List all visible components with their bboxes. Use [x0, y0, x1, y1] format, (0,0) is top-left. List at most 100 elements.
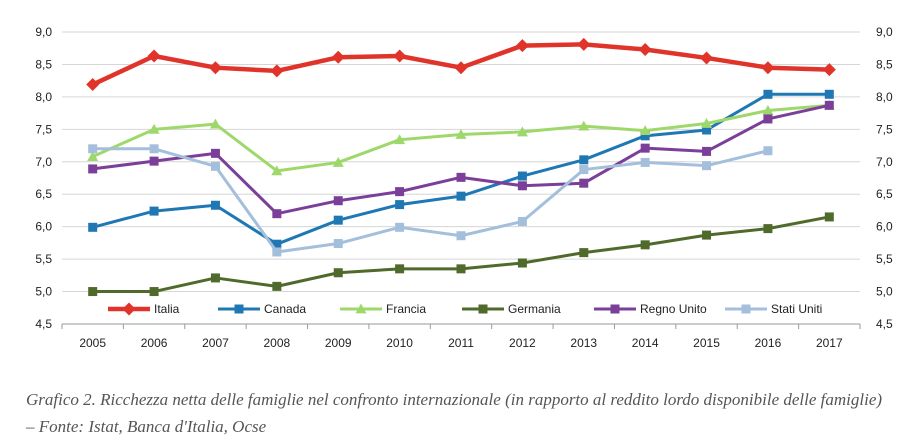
chart-caption: Grafico 2. Ricchezza netta delle famigli… — [26, 390, 883, 436]
data-point-regno-unito — [824, 100, 834, 110]
legend-label: Germania — [508, 302, 561, 316]
y-tick-label-right: 7,0 — [876, 155, 893, 169]
data-point-canada — [517, 171, 527, 181]
data-point-germania — [333, 268, 343, 278]
legend-item-francia: Francia — [340, 302, 426, 316]
data-point-canada — [149, 206, 159, 216]
legend-swatch-marker — [741, 304, 751, 314]
x-tick-label: 2006 — [141, 336, 168, 350]
data-point-regno-unito — [517, 181, 527, 191]
data-point-francia — [455, 129, 467, 139]
data-point-canada — [88, 222, 98, 232]
data-point-francia — [516, 126, 528, 137]
data-point-italia — [638, 43, 652, 57]
data-point-canada — [763, 89, 773, 99]
data-point-francia — [332, 156, 344, 167]
y-tick-label-right: 4,5 — [876, 317, 893, 331]
y-tick-label-right: 8,0 — [876, 90, 893, 104]
x-tick-label: 2016 — [755, 336, 782, 350]
x-tick-label: 2012 — [509, 336, 536, 350]
data-point-italia — [515, 39, 529, 53]
data-point-italia — [700, 51, 714, 65]
data-point-stati-uniti — [456, 231, 466, 241]
series-regno-unito — [88, 100, 834, 219]
y-tick-label-right: 5,5 — [876, 252, 893, 266]
data-point-italia — [393, 49, 407, 63]
legend-label: Francia — [386, 302, 426, 316]
series-italia — [86, 37, 836, 92]
x-tick-label: 2017 — [816, 336, 843, 350]
y-tick-label-right: 6,5 — [876, 187, 893, 201]
legend-swatch-marker — [234, 304, 244, 314]
data-point-stati-uniti — [763, 146, 773, 156]
data-point-italia — [331, 50, 345, 64]
series — [86, 37, 836, 297]
data-point-italia — [270, 64, 284, 78]
legend-swatch-marker — [610, 304, 620, 314]
data-point-francia — [639, 125, 651, 136]
data-point-canada — [333, 215, 343, 225]
data-point-regno-unito — [210, 148, 220, 158]
x-tick-label: 2008 — [263, 336, 290, 350]
data-point-stati-uniti — [272, 247, 282, 257]
data-point-canada — [456, 191, 466, 201]
data-point-germania — [640, 240, 650, 250]
data-point-regno-unito — [579, 178, 589, 188]
data-point-regno-unito — [88, 164, 98, 174]
x-tick-label: 2014 — [632, 336, 659, 350]
y-tick-label-right: 5,0 — [876, 285, 893, 299]
data-point-canada — [395, 200, 405, 210]
data-point-germania — [702, 230, 712, 240]
chart-area: 9,0 9,0 8,5 8,5 8,0 8,0 7,5 7,5 7,0 7,0 6,5 6,5 6,0 6… — [35, 25, 893, 350]
data-point-germania — [456, 264, 466, 274]
series-line-canada — [91, 92, 831, 246]
line-chart: 9,0 9,0 8,5 8,5 8,0 8,0 7,5 7,5 7,0 7,0 6,5 6,5 6,0 6… — [35, 25, 893, 350]
data-point-francia — [394, 134, 406, 145]
legend-item-regno-unito: Regno Unito — [594, 302, 707, 316]
data-point-italia — [822, 63, 836, 77]
data-point-germania — [395, 264, 405, 274]
data-point-germania — [88, 287, 98, 297]
y-tick-label-left: 6,5 — [35, 187, 52, 201]
data-point-stati-uniti — [149, 144, 159, 154]
legend-item-italia: Italia — [108, 302, 180, 316]
data-point-francia — [701, 117, 713, 128]
legend-item-stati-uniti: Stati Uniti — [725, 302, 822, 316]
y-tick-label-right: 7,5 — [876, 122, 893, 136]
x-tick-label: 2010 — [386, 336, 413, 350]
data-point-regno-unito — [149, 156, 159, 166]
data-point-stati-uniti — [210, 161, 220, 171]
data-point-stati-uniti — [395, 222, 405, 232]
legend-swatch-marker — [355, 303, 367, 314]
data-point-regno-unito — [702, 146, 712, 156]
y-tick-label-left: 9,0 — [35, 25, 52, 39]
data-point-francia — [271, 165, 283, 176]
data-point-regno-unito — [763, 114, 773, 124]
data-point-canada — [824, 89, 834, 99]
data-point-francia — [209, 118, 221, 129]
y-tick-label-left: 8,5 — [35, 57, 52, 71]
x-tick-label: 2011 — [448, 336, 474, 350]
data-point-stati-uniti — [333, 239, 343, 249]
y-tick-label-left: 6,0 — [35, 220, 52, 234]
data-point-regno-unito — [272, 209, 282, 219]
legend-swatch-marker — [122, 302, 136, 316]
legend-swatch-marker — [478, 304, 488, 314]
x-tick-label: 2015 — [693, 336, 720, 350]
data-point-canada — [210, 200, 220, 210]
y-tick-label-left: 4,5 — [35, 317, 52, 331]
data-point-regno-unito — [640, 143, 650, 153]
data-point-francia — [578, 120, 590, 131]
axes: 9,0 9,0 8,5 8,5 8,0 8,0 7,5 7,5 7,0 7,0 6,5 6,5 6,0 6… — [35, 25, 893, 350]
y-tick-label-right: 8,5 — [876, 57, 893, 71]
data-point-italia — [147, 49, 161, 63]
series-line-stati-uniti — [91, 147, 770, 254]
data-point-italia — [86, 78, 100, 92]
y-tick-label-left: 8,0 — [35, 90, 52, 104]
y-tick-label-left: 5,0 — [35, 285, 52, 299]
legend-label: Stati Uniti — [771, 302, 822, 316]
series-germania — [88, 212, 834, 297]
data-point-italia — [454, 61, 468, 75]
data-point-canada — [702, 125, 712, 135]
legend: Italia Canada Francia Germania Regno Unito St… — [108, 302, 822, 316]
